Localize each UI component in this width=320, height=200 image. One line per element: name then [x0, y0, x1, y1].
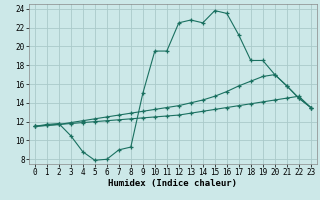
X-axis label: Humidex (Indice chaleur): Humidex (Indice chaleur) [108, 179, 237, 188]
